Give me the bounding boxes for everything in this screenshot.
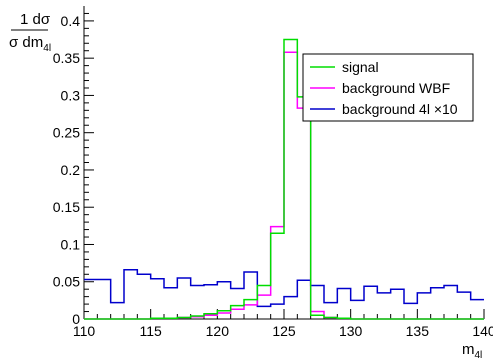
x-axis-label: m4l <box>462 341 482 361</box>
legend-label-signal: signal <box>342 59 379 75</box>
y-tick-label: 0.3 <box>61 87 81 103</box>
x-tick-label: 110 <box>73 323 96 339</box>
y-tick-label: 0.1 <box>61 236 81 252</box>
series-line-signal <box>84 38 484 320</box>
y-axis-label-numerator: 1 dσ <box>20 11 51 28</box>
series-layer <box>84 38 484 320</box>
y-tick-label: 0.2 <box>61 162 81 178</box>
x-tick-label: 125 <box>272 323 296 339</box>
legend: signal background WBF background 4l ×10 <box>302 53 474 122</box>
x-tick-label: 120 <box>206 323 230 339</box>
y-axis-ticks: 0 0.05 0.1 0.15 0.2 0.25 0.3 0.35 0.4 <box>53 13 94 327</box>
y-tick-label: 0.05 <box>53 274 80 290</box>
svg-text:σ dm4l: σ dm4l <box>9 34 51 54</box>
legend-label-background-wbf: background WBF <box>342 80 450 96</box>
y-axis-label: 1 dσ σ dm4l <box>9 11 51 54</box>
x-axis-label-main: m <box>462 341 475 358</box>
series-line-background-4l-10 <box>84 269 484 308</box>
y-tick-label: 0.25 <box>53 125 80 141</box>
y-axis-label-subscript: 4l <box>43 43 51 54</box>
y-tick-label: 0 <box>72 311 80 327</box>
x-tick-label: 130 <box>339 323 363 339</box>
legend-label-background-4l: background 4l ×10 <box>342 101 458 117</box>
x-axis-ticks: 110 115 120 125 130 135 140 <box>73 309 493 339</box>
y-tick-label: 0.4 <box>61 13 81 29</box>
x-tick-label: 140 <box>472 323 493 339</box>
x-axis-label-subscript: 4l <box>475 350 483 361</box>
y-axis-label-denominator: σ dm <box>9 34 43 51</box>
x-tick-label: 135 <box>406 323 430 339</box>
x-tick-label: 115 <box>140 323 163 339</box>
y-tick-label: 0.15 <box>53 199 80 215</box>
y-tick-label: 0.35 <box>53 50 80 66</box>
